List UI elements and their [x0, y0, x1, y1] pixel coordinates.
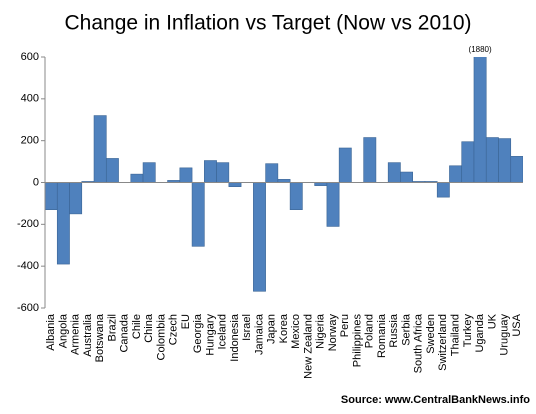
- plot-area: [45, 57, 523, 292]
- x-tick-label: Turkey: [462, 314, 474, 348]
- bar: [191, 182, 205, 247]
- x-tick-label: Peru: [339, 314, 351, 337]
- bar: [449, 165, 463, 183]
- x-tick-label: Israel: [241, 314, 253, 341]
- y-tick-label: 400: [21, 93, 39, 105]
- bar: [498, 138, 512, 183]
- bar: [473, 57, 487, 183]
- bar: [45, 182, 58, 210]
- x-tick-label: South Africa: [413, 313, 425, 373]
- bar: [216, 162, 230, 183]
- bar: [436, 182, 450, 198]
- x-tick-label: Norway: [327, 314, 339, 352]
- x-tick-label: Colombia: [155, 313, 167, 360]
- x-tick-label: Uganda: [474, 313, 486, 352]
- bar: [510, 156, 523, 183]
- bar: [400, 171, 413, 183]
- x-tick-label: Iceland: [217, 314, 229, 349]
- x-tick-label: Uruguay: [499, 314, 511, 356]
- bar: [105, 158, 119, 183]
- source-annotation: Source: www.CentralBankNews.info: [341, 394, 530, 406]
- x-tick-label: Angola: [57, 313, 69, 348]
- chart-title: Change in Inflation vs Target (Now vs 20…: [65, 12, 472, 35]
- x-tick-label: Russia: [388, 313, 400, 348]
- bar: [265, 163, 279, 183]
- x-tick-label: Nigeria: [315, 313, 327, 349]
- x-tick-label: Hungary: [204, 314, 216, 356]
- x-tick-label: Poland: [364, 314, 376, 348]
- x-tick-label: Romania: [376, 313, 388, 358]
- x-tick-label: Brazil: [106, 314, 118, 342]
- x-tick-label: EU: [180, 314, 192, 329]
- bar: [338, 147, 352, 183]
- value-label: (1880): [469, 45, 492, 54]
- x-tick-label: Switzerland: [437, 314, 449, 371]
- x-tick-label: Indonesia: [229, 313, 241, 362]
- x-tick-label: China: [143, 313, 155, 343]
- x-tick-label: Philippines: [351, 314, 363, 368]
- bar: [326, 182, 340, 227]
- y-tick-label: 200: [21, 135, 39, 147]
- x-tick-label: Sweden: [425, 314, 437, 354]
- y-tick-label: 600: [21, 51, 39, 63]
- x-tick-label: Armenia: [70, 313, 82, 355]
- bar: [204, 160, 217, 183]
- bar: [69, 182, 83, 215]
- bar: [485, 137, 499, 183]
- bar: [363, 137, 377, 183]
- x-tick-label: UK: [486, 313, 498, 329]
- y-tick-label: -200: [17, 218, 39, 230]
- y-tick-label: 0: [33, 176, 39, 188]
- x-tick-label: Jamaica: [253, 313, 265, 355]
- bar: [461, 141, 475, 183]
- x-tick-label: Thailand: [449, 314, 461, 356]
- x-tick-label: Botswana: [94, 313, 106, 362]
- y-tick-label: -400: [17, 260, 39, 272]
- x-tick-label: Czech: [168, 314, 180, 345]
- bar: [253, 182, 266, 292]
- x-tick-label: Korea: [278, 313, 290, 343]
- bar: [93, 115, 107, 183]
- x-tick-label: Albania: [45, 313, 57, 351]
- y-tick-label: -600: [17, 302, 39, 314]
- x-tick-label: New Zealand: [302, 314, 314, 379]
- x-tick-label: Japan: [266, 314, 278, 344]
- bar: [142, 162, 156, 183]
- x-tick-label: Chile: [131, 314, 143, 339]
- x-tick-label: Serbia: [400, 313, 412, 346]
- x-tick-label: Mexico: [290, 314, 302, 349]
- x-tick-label: Australia: [82, 313, 94, 357]
- x-tick-label: USA: [511, 313, 523, 336]
- bar: [228, 182, 242, 187]
- bar: [130, 173, 144, 183]
- bar: [56, 182, 70, 265]
- bar: [289, 182, 303, 210]
- x-tick-label: Canada: [119, 313, 131, 352]
- bar: [179, 167, 193, 183]
- x-tick-label: Georgia: [192, 313, 204, 353]
- bar: [387, 162, 401, 183]
